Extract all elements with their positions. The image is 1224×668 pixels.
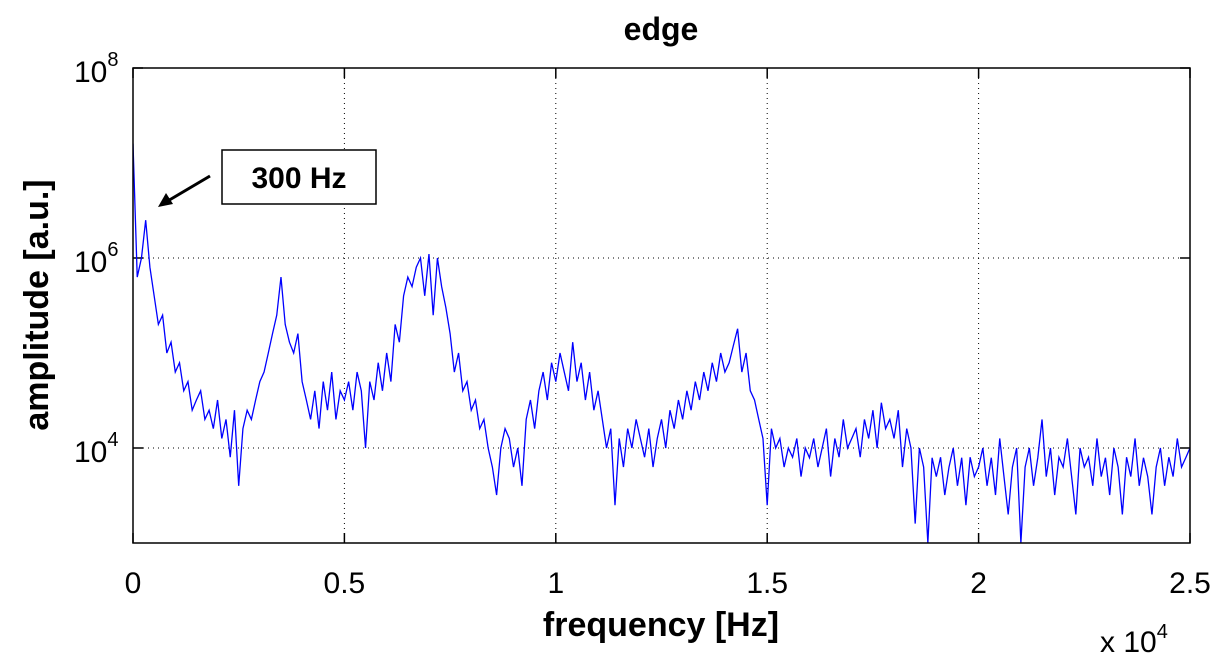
x-multiplier-exponent: 4: [1157, 621, 1168, 643]
annotation-arrowhead: [158, 193, 173, 207]
x-multiplier-base: x 10: [1100, 626, 1157, 659]
annotation: 300 Hz: [158, 149, 377, 207]
x-tick-label: 2: [970, 567, 987, 600]
y-tick-label: 104: [74, 429, 119, 469]
y-tick-exponent: 4: [107, 429, 118, 451]
annotation-arrow: [165, 174, 211, 204]
annotation-box: [221, 149, 377, 205]
x-tick-label: 0: [125, 567, 142, 600]
y-tick-label: 108: [74, 49, 119, 89]
y-tick-exponent: 8: [107, 49, 118, 71]
chart-title: edge: [624, 11, 699, 47]
x-tick-label: 2.5: [1169, 567, 1211, 600]
x-tick-label: 1.5: [746, 567, 788, 600]
y-tick-base: 10: [74, 246, 107, 279]
plot-frame: [132, 67, 1191, 544]
y-tick-label: 106: [74, 239, 119, 279]
x-tick-label: 1: [547, 567, 564, 600]
y-axis-label: amplitude [a.u.]: [18, 179, 56, 430]
x-axis-label: frequency [Hz]: [543, 606, 779, 644]
y-tick-base: 10: [74, 56, 107, 89]
y-tick-base: 10: [74, 436, 107, 469]
y-tick-exponent: 6: [107, 239, 118, 261]
x-tick-label: 0.5: [324, 567, 366, 600]
annotation-text: 300 Hz: [251, 162, 346, 195]
data-line: [133, 143, 1190, 543]
x-multiplier: x 104: [1100, 621, 1168, 659]
